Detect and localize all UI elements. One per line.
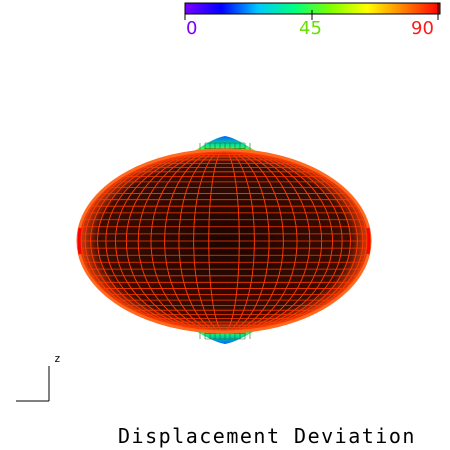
mesh-longitude-line [90, 150, 358, 332]
mesh-longitude-line [115, 150, 333, 332]
mesh-longitude-line [80, 150, 368, 332]
mesh-longitude-line [178, 150, 270, 332]
plot-caption: Displacement Deviation [118, 424, 416, 448]
mesh-longitude-line [193, 150, 255, 332]
mesh-longitude-line [164, 150, 284, 332]
surface-body [76, 148, 372, 334]
axis-label-z: z [54, 352, 61, 365]
colorbar-label-max: 90 [411, 18, 434, 39]
colorbar-label-mid: 45 [299, 18, 322, 39]
colorbar-label-min: 0 [186, 18, 198, 39]
body-right-edge [366, 227, 371, 255]
mesh-longitude-line [137, 150, 311, 332]
mesh-longitude-line [97, 150, 351, 332]
mesh-longitude-line [84, 150, 364, 332]
mesh-longitude-line [105, 150, 343, 332]
mesh-longitude-line [208, 150, 240, 332]
colorbar [184, 2, 441, 20]
body-left-edge [77, 227, 82, 255]
mesh-longitude-line [150, 150, 298, 332]
mesh-longitude-line [125, 150, 323, 332]
axis-triad [16, 366, 50, 402]
